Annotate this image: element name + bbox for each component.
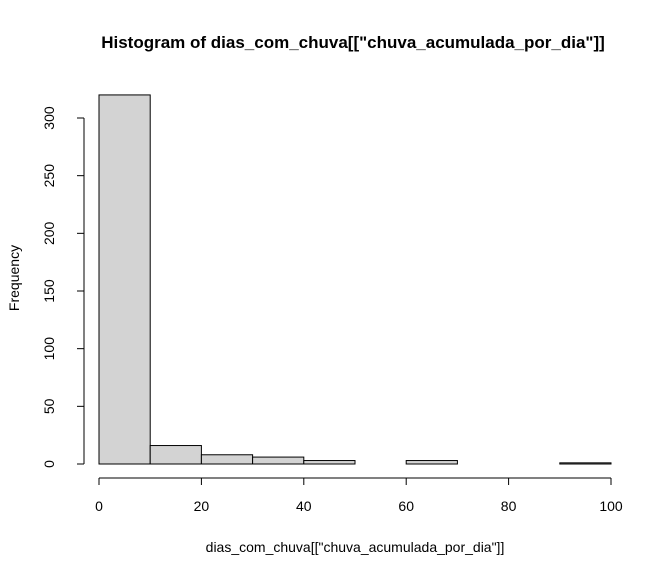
- histogram-bar: [98, 94, 151, 465]
- y-tick-label: 150: [41, 279, 57, 303]
- y-tick-label: 300: [41, 106, 57, 130]
- y-axis-label: Frequency: [6, 245, 22, 311]
- x-axis: 0 20 40 60 80 100: [95, 477, 623, 514]
- x-tick-label: 20: [194, 498, 210, 514]
- x-axis-label: dias_com_chuva[["chuva_acumulada_por_dia…: [206, 539, 505, 555]
- histogram-bar: [559, 462, 612, 465]
- y-tick-label: 100: [41, 337, 57, 361]
- histogram-bar: [149, 445, 202, 465]
- x-tick-label: 100: [599, 498, 623, 514]
- x-tick-label: 0: [95, 498, 103, 514]
- histogram-bar: [303, 460, 356, 465]
- x-tick-label: 80: [501, 498, 517, 514]
- histogram-bar: [405, 460, 458, 465]
- y-tick-label: 250: [41, 164, 57, 188]
- histogram-bar: [200, 454, 254, 465]
- y-axis: 0 50 100 150 200 250 300: [41, 106, 85, 468]
- y-tick-label: 200: [41, 221, 57, 245]
- y-tick-label: 50: [41, 398, 57, 414]
- histogram-bar: [252, 456, 305, 465]
- bars-group: [98, 94, 612, 465]
- x-tick-label: 40: [296, 498, 312, 514]
- x-tick-label: 60: [398, 498, 414, 514]
- chart-title: Histogram of dias_com_chuva[["chuva_acum…: [101, 33, 605, 52]
- y-tick-label: 0: [41, 460, 57, 468]
